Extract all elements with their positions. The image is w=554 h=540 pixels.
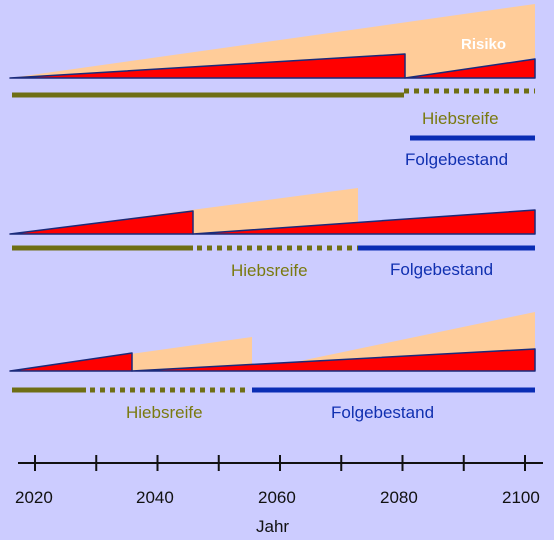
risiko-label: Risiko xyxy=(461,36,507,53)
scenario-c-hiebsreife-label: Hiebsreife xyxy=(126,403,203,422)
scenario-a xyxy=(9,4,536,141)
time-axis xyxy=(18,455,543,471)
scenario-c-folgebestand-label: Folgebestand xyxy=(331,403,435,422)
scenario-a-risk-triangle-2 xyxy=(404,58,536,79)
tick-label-2060: 2060 xyxy=(258,488,296,507)
tick-label-2020: 2020 xyxy=(15,488,53,507)
axis-title: Jahr xyxy=(256,517,290,536)
scenario-c-risk-triangle-1 xyxy=(9,352,133,372)
scenario-c xyxy=(9,312,536,393)
scenario-a-hiebsreife-label: Hiebsreife xyxy=(422,109,499,128)
scenario-b-risk-triangle-2 xyxy=(192,209,536,235)
tick-label-2080: 2080 xyxy=(380,488,418,507)
scenario-a-folgebestand-label: Folgebestand xyxy=(405,150,509,169)
scenario-a-risk-triangle-1 xyxy=(9,53,406,79)
scenario-b xyxy=(9,188,536,251)
scenario-b-hiebsreife-label: Hiebsreife xyxy=(231,261,308,280)
tick-label-2040: 2040 xyxy=(136,488,174,507)
scenario-b-folgebestand-label: Folgebestand xyxy=(390,260,494,279)
scenario-b-risk-triangle-1 xyxy=(9,210,194,235)
scenario-c-risk-triangle-2 xyxy=(131,348,536,372)
tick-label-2100: 2100 xyxy=(502,488,540,507)
